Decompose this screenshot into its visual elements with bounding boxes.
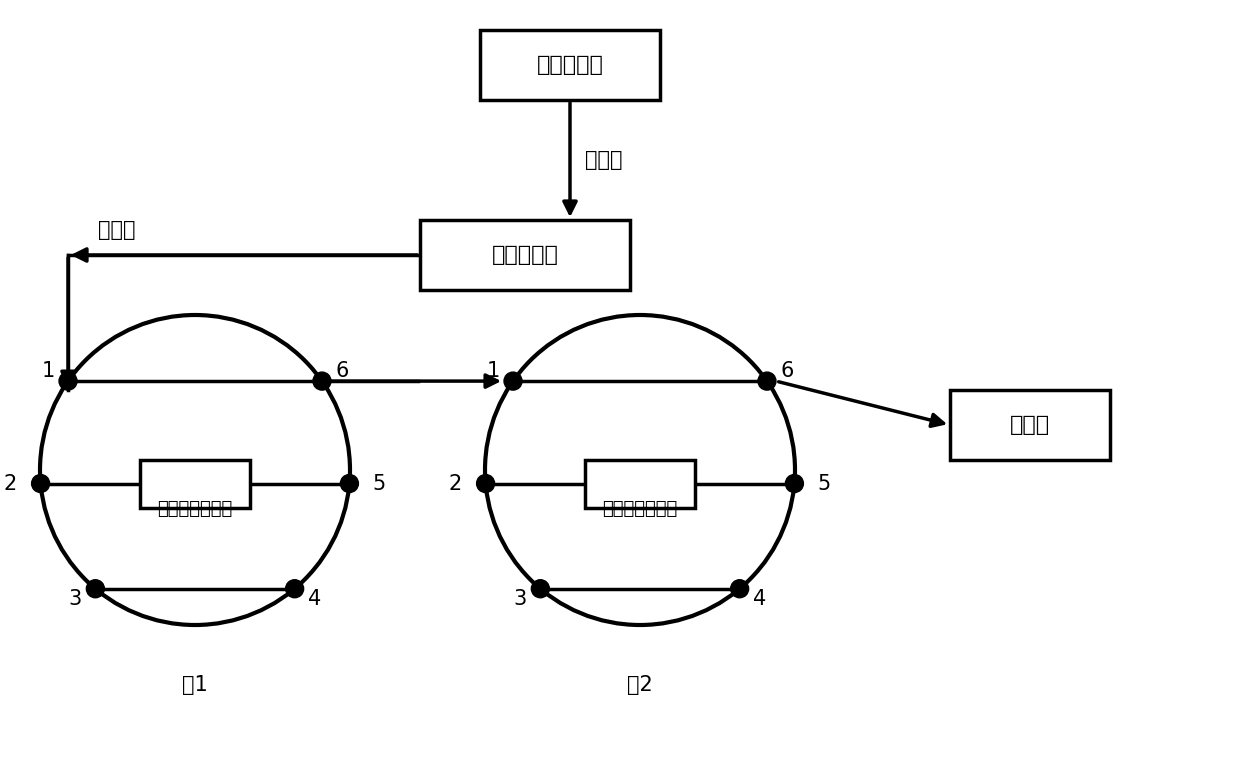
Bar <box>585 459 694 507</box>
Circle shape <box>503 372 522 390</box>
Circle shape <box>532 580 549 598</box>
Circle shape <box>31 475 50 493</box>
Circle shape <box>758 372 776 390</box>
Text: 5: 5 <box>818 473 831 493</box>
Bar <box>480 30 660 100</box>
Bar <box>140 459 250 507</box>
Text: 3: 3 <box>68 589 82 608</box>
Text: 2: 2 <box>449 473 463 493</box>
Circle shape <box>60 372 77 390</box>
Circle shape <box>312 372 331 390</box>
Text: 4: 4 <box>753 589 766 608</box>
Text: 3: 3 <box>513 589 527 608</box>
Text: 5: 5 <box>373 473 386 493</box>
Text: 6: 6 <box>335 361 348 381</box>
Circle shape <box>285 580 304 598</box>
Text: 流动相: 流动相 <box>585 150 622 170</box>
Circle shape <box>341 475 358 493</box>
Text: 4: 4 <box>308 589 321 608</box>
Circle shape <box>785 475 804 493</box>
Text: 6: 6 <box>780 361 794 381</box>
Text: 氨基键合色谱柱: 氨基键合色谱柱 <box>603 500 677 517</box>
Text: 2: 2 <box>4 473 17 493</box>
Text: 流动相: 流动相 <box>98 220 135 240</box>
Bar <box>950 390 1110 460</box>
Circle shape <box>730 580 749 598</box>
Text: 检测器: 检测器 <box>1009 415 1050 435</box>
Text: 阀2: 阀2 <box>627 675 653 695</box>
Circle shape <box>476 475 495 493</box>
Text: 四元梯度泵: 四元梯度泵 <box>537 55 604 75</box>
Text: 1: 1 <box>41 361 55 381</box>
Text: 配位交换色谱柱: 配位交换色谱柱 <box>157 500 233 517</box>
Circle shape <box>87 580 104 598</box>
Text: 1: 1 <box>486 361 500 381</box>
Text: 自动进样器: 自动进样器 <box>491 245 558 265</box>
Text: 阀1: 阀1 <box>182 675 208 695</box>
Bar <box>420 220 630 290</box>
